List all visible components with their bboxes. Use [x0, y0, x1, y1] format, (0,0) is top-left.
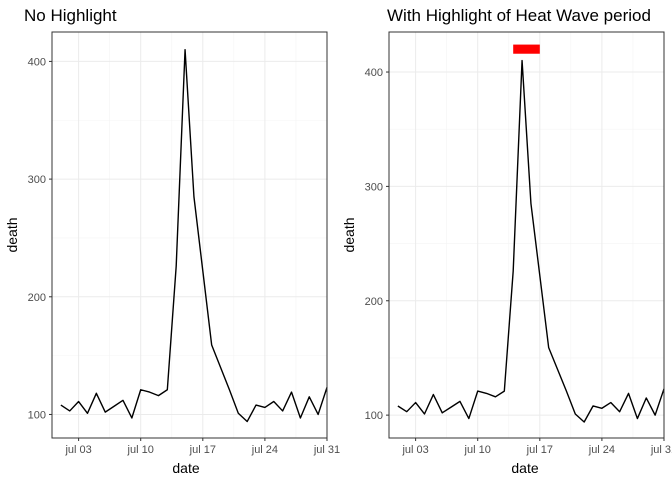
y-tick-label: 100: [365, 410, 383, 422]
x-tick-label: jul 24: [588, 444, 615, 456]
y-tick-label: 400: [28, 56, 46, 68]
x-tick-label: jul 03: [64, 444, 91, 456]
x-tick-label: jul 17: [526, 444, 553, 456]
grid: [52, 32, 328, 438]
x-tick-label: jul 10: [127, 444, 154, 456]
y-tick-label: 200: [28, 292, 46, 304]
y-axis-title: death: [4, 217, 20, 252]
chart-panel-with-highlight: 100 200 300 400 jul 03 jul 10 jul 17 jul 24 jul …: [341, 6, 672, 476]
y-tick-label: 400: [365, 67, 383, 79]
x-tick-label: jul 31: [650, 444, 672, 456]
grid: [389, 32, 665, 438]
panel-border: [51, 31, 328, 439]
y-tick-label: 200: [365, 296, 383, 308]
death-series-line: [60, 48, 328, 423]
panel-border: [388, 31, 665, 439]
y-axis-title: death: [341, 217, 357, 252]
y-tick-label: 300: [365, 181, 383, 193]
x-tick-label: jul 10: [464, 444, 491, 456]
y-tick-label: 100: [28, 409, 46, 421]
death-series-line: [397, 59, 665, 423]
x-tick-label: jul 17: [189, 444, 216, 456]
chart-title: No Highlight: [24, 6, 117, 25]
x-tick-label: jul 03: [401, 444, 428, 456]
y-tick-label: 300: [28, 174, 46, 186]
x-tick-label: jul 24: [251, 444, 278, 456]
chart-title: With Highlight of Heat Wave period: [387, 6, 651, 25]
chart-panel-no-highlight: 100 200 300 400 jul 03 jul 10 jul 17 jul 24 jul …: [4, 6, 340, 476]
x-axis-title: date: [511, 460, 538, 476]
x-tick-label: jul 31: [313, 444, 340, 456]
x-axis-title: date: [172, 460, 199, 476]
heat-wave-highlight-bar: [513, 44, 540, 54]
